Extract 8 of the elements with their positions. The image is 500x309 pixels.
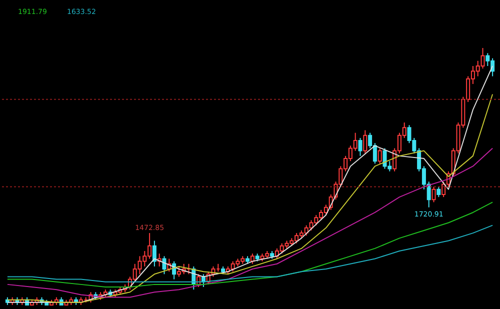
candlestick (432, 186, 436, 203)
candlestick (162, 256, 166, 275)
candlestick (436, 186, 441, 198)
candlestick (378, 148, 382, 164)
candlestick (152, 240, 156, 267)
candlestick (250, 253, 254, 264)
candlestick (358, 137, 362, 156)
candlestick (363, 130, 368, 154)
